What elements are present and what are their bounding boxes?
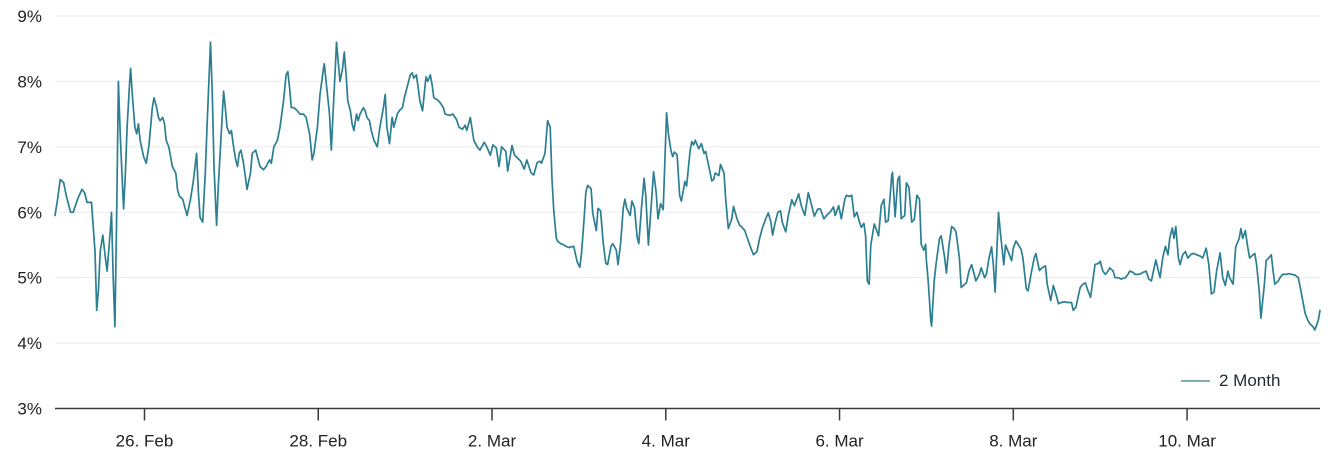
y-tick-label-3%: 3% bbox=[17, 400, 42, 419]
x-axis: 26. Feb 28. Feb 2. Mar 4. Mar 6. Mar 8. Mar 10… bbox=[55, 407, 1320, 451]
y-gridlines bbox=[55, 15, 1320, 344]
y-tick-label-9%: 9% bbox=[17, 7, 42, 26]
series-line-2-month bbox=[54, 41, 1321, 331]
legend-item-2-month[interactable]: 2 Month bbox=[1181, 371, 1280, 391]
x-tick-label-2. Mar: 2. Mar bbox=[468, 432, 517, 451]
x-tick-label-26. Feb: 26. Feb bbox=[116, 432, 174, 451]
series-path-2-month bbox=[54, 41, 1321, 331]
y-tick-label-7%: 7% bbox=[17, 138, 42, 157]
legend-label: 2 Month bbox=[1219, 371, 1281, 390]
legend-line-swatch bbox=[1181, 380, 1210, 382]
x-tick-label-4. Mar: 4. Mar bbox=[642, 432, 691, 451]
y-tick-label-5%: 5% bbox=[17, 269, 42, 288]
x-tick-label-28. Feb: 28. Feb bbox=[289, 432, 347, 451]
x-tick-label-8. Mar: 8. Mar bbox=[989, 432, 1038, 451]
x-tick-label-10. Mar: 10. Mar bbox=[1158, 432, 1216, 451]
y-tick-label-4%: 4% bbox=[17, 334, 42, 353]
x-tick-label-6. Mar: 6. Mar bbox=[815, 432, 864, 451]
y-tick-label-6%: 6% bbox=[17, 203, 42, 222]
y-tick-label-8%: 8% bbox=[17, 72, 42, 91]
y-axis-labels: 3% 4% 5% 6% 7% 8% 9% bbox=[17, 7, 42, 419]
